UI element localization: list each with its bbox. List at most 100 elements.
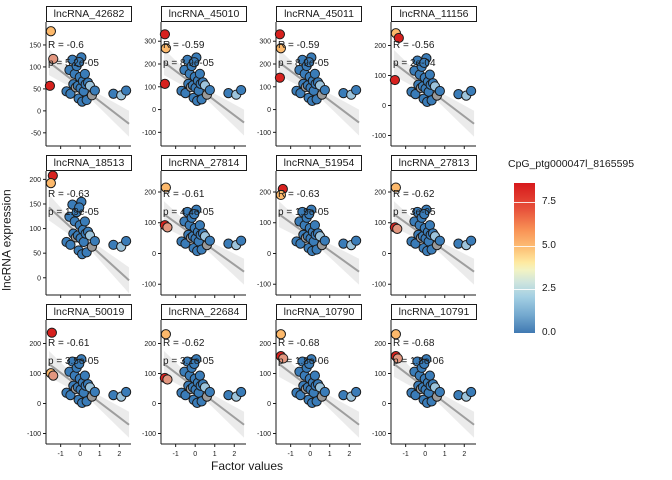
- y-tick-label: 0: [382, 401, 386, 408]
- data-point: [392, 353, 403, 364]
- data-point: [319, 235, 330, 246]
- facet-strip-label: lncRNA_50019: [46, 304, 132, 320]
- scatter-plot: 150 100 50 0 -50 R = -0.6 p = 5.2e-05: [29, 22, 132, 149]
- pvalue-label: p = 1.8e-06: [278, 356, 329, 367]
- x-tick-label: -1: [58, 451, 64, 458]
- facet-panel: lncRNA_27813 200 100 0 -100 R = -0.62 p = 3e-0…: [362, 155, 477, 304]
- data-point: [160, 329, 171, 340]
- pvalue-label: p = 1.8e-06: [393, 356, 444, 367]
- data-point: [74, 358, 85, 370]
- y-axis-title: lncRNA expression: [0, 0, 16, 480]
- data-point: [274, 72, 286, 83]
- colorbar-tick: [514, 202, 535, 204]
- y-tick-label: 0: [152, 107, 156, 114]
- data-point: [304, 57, 315, 68]
- y-tick-label: 150: [29, 42, 41, 49]
- facet-strip-label: lncRNA_45011: [276, 6, 362, 22]
- y-tick-label: 200: [144, 189, 156, 196]
- correlation-label: R = -0.61: [48, 338, 90, 349]
- y-tick-label: 200: [259, 341, 271, 348]
- facet-panel: lncRNA_42682 150 100 50 0 -50 R = -0.6 p = 5.2e…: [17, 6, 132, 155]
- facet-strip-label: lncRNA_18513: [46, 155, 132, 171]
- facet-strip-label: lncRNA_11156: [391, 6, 477, 22]
- data-point: [121, 235, 132, 247]
- colorbar-legend: CpG_ptg000047l_8165595 7.5 5.0 2.5 0.0: [504, 158, 672, 338]
- scatter-plot: 200 100 0 -100 R = -0.56 p = 2e-04: [372, 22, 477, 149]
- correlation-label: R = -0.68: [393, 338, 435, 349]
- facet-strip-label: lncRNA_42682: [46, 6, 132, 22]
- facet-panel: lncRNA_10790 200 100 0 -100 -1 0 1 2 R = -0.68 p =…: [247, 304, 362, 470]
- facet-panel: lncRNA_10791 200 100 0 -100 -1 0 1 2 R = -0.68 p =…: [362, 304, 477, 470]
- colorbar-tick-label: 0.0: [542, 327, 556, 338]
- facet-panel: lncRNA_18513 200 150 100 50 0 R = -0.63 p = 1.9…: [17, 155, 132, 304]
- pvalue-label: p = 5.2e-05: [48, 58, 99, 69]
- data-point: [319, 386, 330, 398]
- data-point: [79, 68, 90, 80]
- y-tick-label: 200: [259, 62, 271, 69]
- facet-panel: lncRNA_11156 200 100 0 -100 R = -0.56 p = 2e-0…: [362, 6, 477, 155]
- data-point: [351, 84, 362, 96]
- x-tick-label: 1: [443, 451, 447, 458]
- correlation-label: R = -0.61: [163, 189, 205, 200]
- data-point: [160, 182, 171, 193]
- data-point: [319, 84, 330, 96]
- data-point: [74, 56, 85, 68]
- colorbar-tick-label: 7.5: [542, 196, 556, 208]
- y-axis-title-text: lncRNA expression: [0, 189, 15, 291]
- facet-strip-label: lncRNA_45010: [161, 6, 247, 22]
- scatter-plot: 200 100 0 -100 R = -0.63 p = 1.9e-05: [257, 171, 362, 298]
- pvalue-label: p = 1.9e-05: [278, 207, 329, 218]
- data-point: [424, 370, 435, 381]
- y-tick-label: 300: [259, 39, 271, 46]
- data-point: [89, 386, 100, 398]
- facet-panel: lncRNA_45011 300 200 100 0 -100 R = -0.59 p = 8…: [247, 6, 362, 155]
- x-tick-label: 0: [78, 451, 82, 458]
- y-tick-label: -100: [372, 133, 386, 140]
- colorbar-tick: [514, 289, 535, 291]
- x-tick-label: 0: [308, 451, 312, 458]
- colorbar-gradient: [514, 183, 535, 333]
- facet-panel: lncRNA_22684 200 100 0 -100 -1 0 1 2 R = -0.62 p =…: [132, 304, 247, 470]
- data-point: [236, 235, 247, 246]
- y-tick-label: 200: [144, 341, 156, 348]
- data-point: [278, 353, 289, 364]
- y-tick-label: 0: [267, 107, 271, 114]
- data-point: [236, 386, 247, 398]
- data-point: [79, 370, 90, 381]
- y-tick-label: 0: [267, 251, 271, 258]
- data-point: [159, 78, 171, 89]
- y-tick-label: 0: [37, 108, 41, 115]
- y-tick-label: 100: [374, 220, 386, 227]
- correlation-label: R = -0.62: [163, 338, 205, 349]
- pvalue-label: p = 4.4e-05: [163, 207, 214, 218]
- data-point: [274, 29, 286, 40]
- data-point: [466, 386, 477, 398]
- correlation-label: R = -0.56: [393, 40, 435, 51]
- y-tick-label: 100: [29, 371, 41, 378]
- data-point: [393, 32, 404, 44]
- data-point: [419, 358, 430, 370]
- y-tick-label: 200: [374, 189, 386, 196]
- y-tick-label: 0: [37, 275, 41, 282]
- correlation-label: R = -0.63: [48, 189, 90, 200]
- y-tick-label: 50: [33, 251, 41, 258]
- pvalue-label: p = 2e-04: [393, 58, 436, 69]
- data-point: [304, 209, 315, 220]
- scatter-plot: 300 200 100 0 -100 R = -0.59 p = 8.9e-05: [142, 22, 247, 149]
- y-tick-label: 150: [29, 201, 41, 208]
- data-point: [434, 235, 445, 246]
- colorbar-tick-label: 2.5: [542, 283, 556, 295]
- correlation-label: R = -0.59: [278, 40, 320, 51]
- correlation-label: R = -0.6: [48, 40, 84, 51]
- legend-title: CpG_ptg000047l_8165595: [508, 158, 635, 170]
- facet-strip-label: lncRNA_10790: [276, 304, 362, 320]
- facet-panel: lncRNA_27814 200 100 0 -100 R = -0.61 p = 4.4e…: [132, 155, 247, 304]
- y-tick-label: -100: [372, 282, 386, 289]
- y-tick-label: 200: [374, 43, 386, 50]
- y-tick-label: 0: [37, 401, 41, 408]
- scatter-plot: 200 100 0 -100 -1 0 1 2 R = -0.68 p = 1.8e-06: [257, 320, 362, 458]
- y-tick-label: 100: [29, 64, 41, 71]
- correlation-label: R = -0.59: [163, 40, 205, 51]
- correlation-label: R = -0.63: [278, 189, 320, 200]
- y-tick-label: 100: [374, 371, 386, 378]
